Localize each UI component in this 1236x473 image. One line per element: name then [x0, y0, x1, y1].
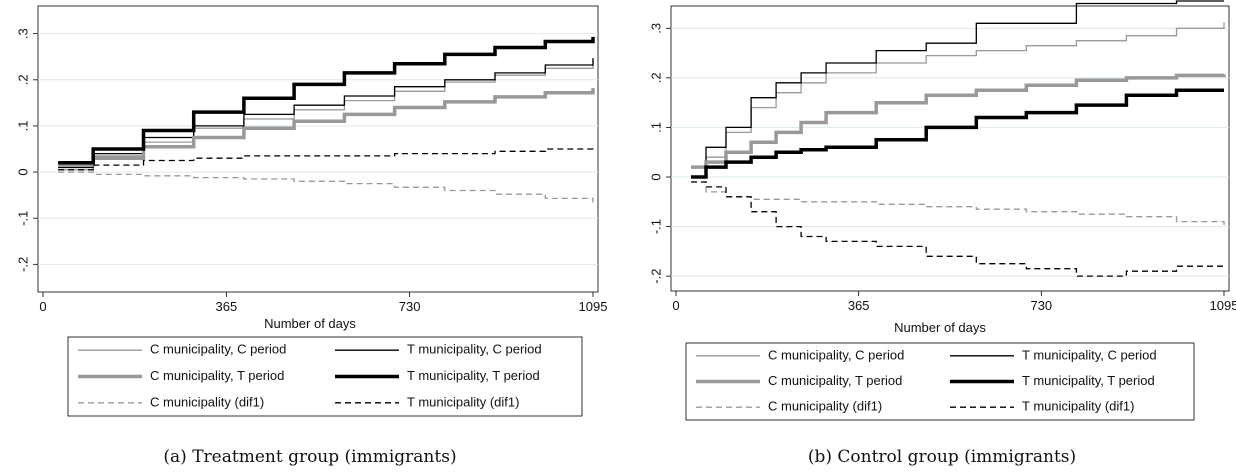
legend-label-1: T municipality, C period: [407, 342, 542, 357]
panel-b-y-axis: -.2 -.1 0 .1 .2 .3: [648, 23, 671, 284]
series-line-3: [58, 36, 595, 165]
x-tick-label: 730: [1030, 298, 1052, 313]
legend-label-0: C municipality, C period: [150, 342, 286, 357]
panel-b-legend: [685, 342, 1195, 421]
series-line-2: [691, 73, 1226, 169]
panel-b-legend-items: C municipality, C period T municipality, …: [696, 347, 1157, 414]
legend-label-1: T municipality, C period: [1022, 347, 1157, 362]
y-tick-label: .1: [15, 121, 30, 132]
x-tick-label: 1095: [579, 299, 608, 314]
legend-label-2: C municipality, T period: [150, 368, 284, 383]
y-tick-label: 0: [15, 168, 30, 175]
y-tick-label: .1: [648, 122, 663, 133]
y-tick-label: .2: [648, 72, 663, 83]
panel-a: -.2 -.1 0 .1 .2 .3 0 365 730 1095 Number of days…: [15, 5, 607, 467]
series-line-3: [691, 88, 1224, 179]
series-line-5: [691, 181, 1224, 277]
y-tick-label: -.2: [15, 257, 30, 272]
series-line-4: [691, 181, 1225, 229]
panel-b: -.2 -.1 0 .1 .2 .3 0 365 730 1095 Number of days…: [648, 0, 1236, 467]
panel-a-series: [58, 36, 595, 203]
panel-a-grid: [38, 33, 598, 265]
panel-b-xlabel: Number of days: [894, 320, 986, 335]
series-line-1: [691, 0, 1224, 168]
y-tick-label: -.2: [648, 269, 663, 284]
panel-b-series: [691, 0, 1226, 277]
panel-a-y-axis: -.2 -.1 0 .1 .2 .3: [15, 28, 38, 272]
series-line-5: [58, 148, 594, 171]
y-tick-label: .2: [15, 74, 30, 85]
y-tick-label: -.1: [15, 211, 30, 226]
y-tick-label: 0: [648, 173, 663, 180]
x-tick-label: 365: [848, 298, 870, 313]
series-line-4: [58, 171, 594, 203]
panel-b-grid: [671, 27, 1229, 277]
x-tick-label: 365: [215, 299, 237, 314]
legend-label-3: T municipality, T period: [407, 368, 540, 383]
legend-label-5: T municipality (dif1): [407, 394, 519, 409]
legend-label-2: C municipality, T period: [768, 373, 902, 388]
x-tick-label: 1095: [1210, 298, 1236, 313]
panel-b-x-axis: 0 365 730 1095: [672, 291, 1236, 313]
legend-label-4: C municipality (dif1): [150, 394, 264, 409]
x-tick-label: 0: [672, 298, 679, 313]
panel-b-plot-frame: [670, 5, 1230, 292]
x-tick-label: 0: [39, 299, 46, 314]
y-tick-label: -.1: [648, 219, 663, 234]
x-tick-label: 730: [399, 299, 421, 314]
panel-a-plot-frame: [37, 5, 599, 293]
panel-a-xlabel: Number of days: [264, 316, 356, 331]
legend-label-5: T municipality (dif1): [1022, 399, 1134, 414]
panel-a-caption: (a) Treatment group (immigrants): [163, 447, 456, 467]
y-tick-label: .3: [15, 28, 30, 39]
panel-a-legend-items: C municipality, C period T municipality, …: [78, 342, 542, 409]
legend-label-3: T municipality, T period: [1022, 373, 1155, 388]
panel-a-x-axis: 0 365 730 1095: [39, 292, 607, 314]
panel-b-caption: (b) Control group (immigrants): [808, 447, 1076, 467]
panel-a-legend: [67, 336, 583, 417]
legend-label-0: C municipality, C period: [768, 347, 904, 362]
y-tick-label: .3: [648, 23, 663, 34]
legend-label-4: C municipality (dif1): [768, 399, 882, 414]
